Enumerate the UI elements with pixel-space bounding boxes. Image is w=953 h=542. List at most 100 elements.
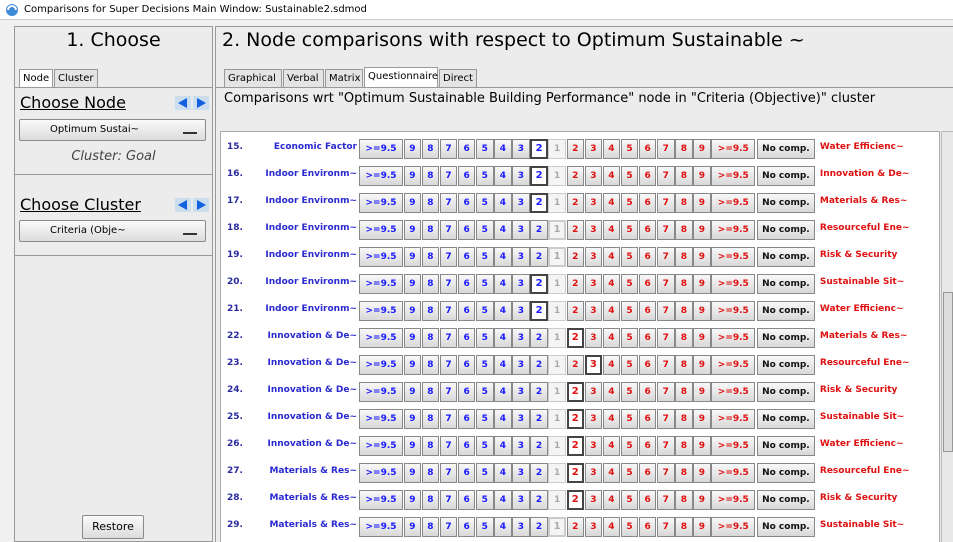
scale-button[interactable]: 4 [602,355,621,375]
scale-button[interactable]: 4 [494,139,512,159]
scale-button[interactable]: 2 [566,382,584,402]
scale-button[interactable]: 6 [457,409,476,429]
scale-button[interactable]: 7 [657,382,675,402]
scale-button[interactable]: >=9.5 [359,301,403,321]
scale-button[interactable]: 7 [657,247,675,267]
scale-button[interactable]: 6 [638,490,657,510]
scale-button[interactable]: 4 [602,436,621,456]
scale-button[interactable]: 8 [421,517,440,537]
scale-button[interactable]: 9 [693,436,711,456]
scale-button[interactable]: 7 [657,301,675,321]
scale-button[interactable]: 5 [476,517,494,537]
scale-button[interactable]: 5 [476,328,494,348]
scale-button[interactable]: 3 [512,166,530,186]
scale-button[interactable]: 8 [421,274,440,294]
tab-node[interactable]: Node [19,69,53,87]
scale-button[interactable]: 6 [457,382,476,402]
scale-button[interactable]: 9 [403,355,422,375]
scale-button[interactable]: 1 [548,382,566,402]
scale-button[interactable]: 9 [693,463,711,483]
scale-button[interactable]: 1 [548,220,566,240]
scale-button[interactable]: 5 [620,490,639,510]
no-comp-button[interactable]: No comp. [756,166,815,186]
scale-button[interactable]: 1 [548,166,566,186]
scale-button[interactable]: 5 [620,220,639,240]
scale-button[interactable]: 7 [657,436,675,456]
scale-button[interactable]: >=9.5 [711,517,756,537]
scale-button[interactable]: 4 [602,409,621,429]
scale-button[interactable]: 3 [512,328,530,348]
scale-button[interactable]: 4 [494,274,512,294]
scale-button[interactable]: 4 [494,517,512,537]
scale-button[interactable]: 8 [675,517,693,537]
scale-button[interactable]: 5 [620,328,639,348]
scale-button[interactable]: 7 [657,166,675,186]
scale-button[interactable]: 6 [457,247,476,267]
scale-button[interactable]: 7 [657,463,675,483]
tab-cluster[interactable]: Cluster [54,69,98,87]
scale-button[interactable]: 1 [548,409,566,429]
scale-button[interactable]: 5 [476,409,494,429]
scale-button[interactable]: 9 [403,166,422,186]
scale-button[interactable]: 5 [620,247,639,267]
scale-button[interactable]: 4 [494,436,512,456]
scale-button[interactable]: 4 [494,328,512,348]
scale-button[interactable]: 3 [512,355,530,375]
no-comp-button[interactable]: No comp. [756,139,815,159]
scale-button[interactable]: 8 [675,355,693,375]
scale-button[interactable]: >=9.5 [711,409,756,429]
scale-button[interactable]: >=9.5 [711,463,756,483]
scale-button[interactable]: 2 [530,463,548,483]
scale-button[interactable]: 7 [439,490,458,510]
scale-button[interactable]: 4 [494,382,512,402]
scale-button[interactable]: 4 [602,220,621,240]
scale-button[interactable]: 7 [439,409,458,429]
scale-button[interactable]: 7 [657,220,675,240]
scale-button[interactable]: 2 [566,274,584,294]
scale-button[interactable]: 8 [675,382,693,402]
no-comp-button[interactable]: No comp. [756,328,815,348]
scale-button[interactable]: 9 [693,274,711,294]
scale-button[interactable]: 2 [566,436,584,456]
scale-button[interactable]: 4 [494,355,512,375]
scale-button[interactable]: 2 [530,274,548,294]
restore-button[interactable]: Restore [82,515,144,539]
scale-button[interactable]: 4 [494,193,512,213]
scale-button[interactable]: 2 [566,490,584,510]
scale-button[interactable]: 9 [403,409,422,429]
scale-button[interactable]: 3 [584,355,603,375]
scale-button[interactable]: 7 [439,463,458,483]
scale-button[interactable]: 8 [421,463,440,483]
scale-button[interactable]: >=9.5 [359,247,403,267]
scale-button[interactable]: 8 [421,382,440,402]
tab[interactable]: Graphical [224,69,282,87]
scale-button[interactable]: 2 [530,517,548,537]
scale-button[interactable]: 2 [530,139,548,159]
scale-button[interactable]: 4 [602,301,621,321]
scale-button[interactable]: 5 [476,193,494,213]
scale-button[interactable]: 1 [548,436,566,456]
scale-button[interactable]: 8 [675,220,693,240]
scale-button[interactable]: 5 [476,355,494,375]
scale-button[interactable]: 9 [693,328,711,348]
scale-button[interactable]: 9 [403,220,422,240]
scale-button[interactable]: 3 [512,193,530,213]
scale-button[interactable]: 3 [584,166,603,186]
scale-button[interactable]: 8 [675,436,693,456]
scale-button[interactable]: 9 [403,328,422,348]
scale-button[interactable]: 6 [638,436,657,456]
scale-button[interactable]: 5 [620,355,639,375]
scale-button[interactable]: 5 [476,301,494,321]
scale-button[interactable]: 7 [439,517,458,537]
scale-button[interactable]: 8 [421,193,440,213]
scale-button[interactable]: 9 [403,382,422,402]
scale-button[interactable]: 8 [675,301,693,321]
scale-button[interactable]: 7 [439,220,458,240]
scale-button[interactable]: 2 [530,247,548,267]
scale-button[interactable]: 4 [602,166,621,186]
scale-button[interactable]: 3 [584,409,603,429]
scale-button[interactable]: >=9.5 [359,355,403,375]
scale-button[interactable]: 4 [494,409,512,429]
scale-button[interactable]: 3 [512,301,530,321]
scale-button[interactable]: 5 [620,409,639,429]
